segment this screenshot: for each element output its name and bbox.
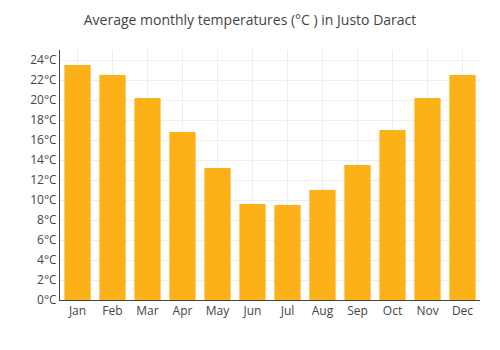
svg-text:Oct: Oct — [383, 302, 402, 319]
svg-text:Apr: Apr — [173, 302, 193, 319]
svg-text:Nov: Nov — [416, 302, 438, 319]
svg-text:Mar: Mar — [136, 302, 158, 319]
svg-text:Jul: Jul — [280, 302, 295, 319]
svg-text:Dec: Dec — [452, 302, 473, 319]
svg-text:Average monthly temperatures (: Average monthly temperatures (°C ) in Ju… — [84, 10, 417, 29]
svg-text:Feb: Feb — [102, 302, 122, 319]
svg-text:Sep: Sep — [347, 302, 368, 319]
svg-text:May: May — [206, 302, 230, 319]
svg-text:12°C: 12°C — [30, 171, 57, 188]
svg-text:4°C: 4°C — [37, 251, 57, 268]
svg-text:16°C: 16°C — [30, 131, 57, 148]
svg-text:20°C: 20°C — [30, 91, 57, 108]
svg-text:8°C: 8°C — [37, 211, 57, 228]
svg-text:24°C: 24°C — [30, 51, 57, 68]
svg-text:10°C: 10°C — [30, 191, 57, 208]
svg-text:Aug: Aug — [312, 302, 334, 319]
svg-text:22°C: 22°C — [30, 71, 57, 88]
svg-text:0°C: 0°C — [37, 291, 57, 308]
svg-text:Jan: Jan — [68, 302, 86, 319]
svg-text:2°C: 2°C — [37, 271, 57, 288]
svg-text:18°C: 18°C — [30, 111, 57, 128]
svg-text:Jun: Jun — [243, 302, 262, 319]
svg-text:6°C: 6°C — [37, 231, 57, 248]
svg-text:14°C: 14°C — [30, 151, 57, 168]
